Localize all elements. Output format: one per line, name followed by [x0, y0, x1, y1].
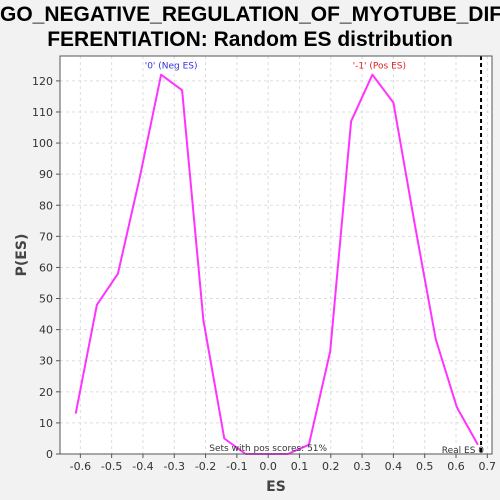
x-tick-label: 0.3	[353, 460, 371, 473]
y-tick-label: 110	[32, 106, 53, 119]
annotation-layer: Real ES 0 '0' (Neg ES) '-1' (Pos ES) Sets w…	[145, 56, 485, 456]
x-tick-label: 0.1	[291, 460, 309, 473]
annotation-label: '0' (Neg ES)	[145, 61, 198, 71]
x-tick-label: -0.6	[70, 460, 91, 473]
x-tick-label: -0.5	[101, 460, 122, 473]
x-tick-label: 0.2	[322, 460, 340, 473]
y-tick-label: 10	[39, 417, 53, 430]
x-tick-label: 0.6	[447, 460, 465, 473]
chart-title-line-2: FERENTIATION: Random ES distribution	[47, 28, 453, 51]
chart-title: GO_NEGATIVE_REGULATION_OF_MYOTUBE_DIF FE…	[0, 0, 500, 54]
plot-background	[60, 56, 492, 454]
annotation-label: Sets with pos scores: 51%	[209, 444, 327, 454]
x-tick-label: 0.5	[416, 460, 434, 473]
x-tick-label: -0.1	[226, 460, 247, 473]
y-tick-label: 0	[46, 448, 53, 461]
x-tick-label: -0.2	[195, 460, 216, 473]
y-tick-label: 60	[39, 261, 53, 274]
y-tick-label: 30	[39, 355, 53, 368]
x-tick-label: 0.7	[479, 460, 497, 473]
y-tick-label: 20	[39, 386, 53, 399]
y-tick-label: 80	[39, 199, 53, 212]
x-axis-label: ES	[266, 479, 286, 495]
x-tick-label: -0.4	[132, 460, 153, 473]
real-es-label: Real ES 0	[442, 446, 485, 456]
y-tick-label: 50	[39, 293, 53, 306]
chart-title-line-1: GO_NEGATIVE_REGULATION_OF_MYOTUBE_DIF	[0, 3, 500, 26]
y-tick-label: 100	[32, 137, 53, 150]
x-tick-label: 0.0	[259, 460, 277, 473]
tick-layer: -0.6 -0.5 -0.4 -0.3 -0.2 -0.1 0.0 0.1 0.2 0.3 0.4 0…	[32, 75, 496, 473]
y-tick-label: 120	[32, 75, 53, 88]
y-tick-label: 70	[39, 230, 53, 243]
annotation-label: '-1' (Pos ES)	[353, 61, 406, 71]
y-tick-label: 90	[39, 168, 53, 181]
x-tick-label: -0.3	[164, 460, 185, 473]
y-axis-label: P(ES)	[14, 234, 30, 277]
x-tick-label: 0.4	[385, 460, 403, 473]
plot-frame	[59, 55, 493, 455]
y-tick-label: 40	[39, 324, 53, 337]
